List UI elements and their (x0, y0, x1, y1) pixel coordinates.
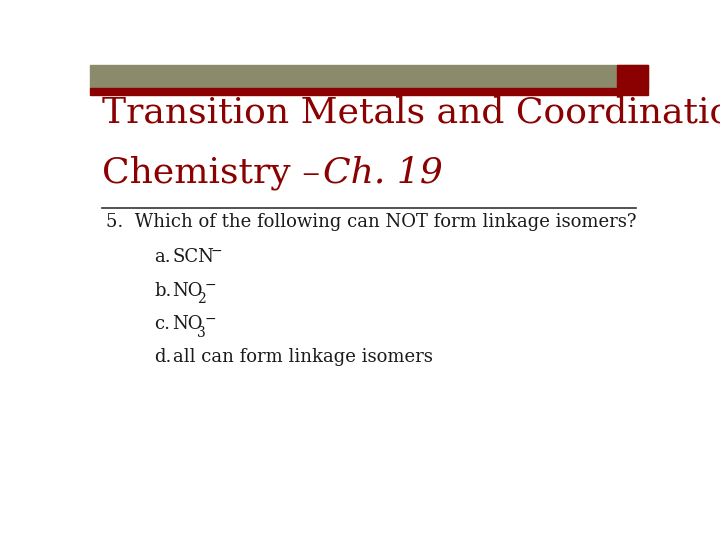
Text: 5.  Which of the following can NOT form linkage isomers?: 5. Which of the following can NOT form l… (106, 213, 636, 231)
Text: 3: 3 (197, 326, 206, 340)
Text: d.: d. (154, 348, 171, 366)
Text: NO: NO (173, 315, 203, 333)
Bar (90, 65, 648, 87)
Text: NO: NO (173, 282, 203, 300)
Text: Ch. 19: Ch. 19 (323, 156, 443, 190)
Text: all can form linkage isomers: all can form linkage isomers (173, 348, 433, 366)
Text: −: − (205, 312, 217, 326)
Bar (617, 65, 648, 87)
Text: Transition Metals and Coordination: Transition Metals and Coordination (102, 95, 720, 129)
Text: 2: 2 (197, 292, 206, 306)
Text: −: − (210, 244, 222, 258)
Text: c.: c. (154, 315, 170, 333)
Text: b.: b. (154, 282, 171, 300)
Bar (90, 87, 648, 95)
Text: −: − (205, 278, 217, 292)
Text: SCN: SCN (173, 248, 215, 266)
Text: a.: a. (154, 248, 171, 266)
Text: Chemistry –: Chemistry – (102, 155, 332, 190)
